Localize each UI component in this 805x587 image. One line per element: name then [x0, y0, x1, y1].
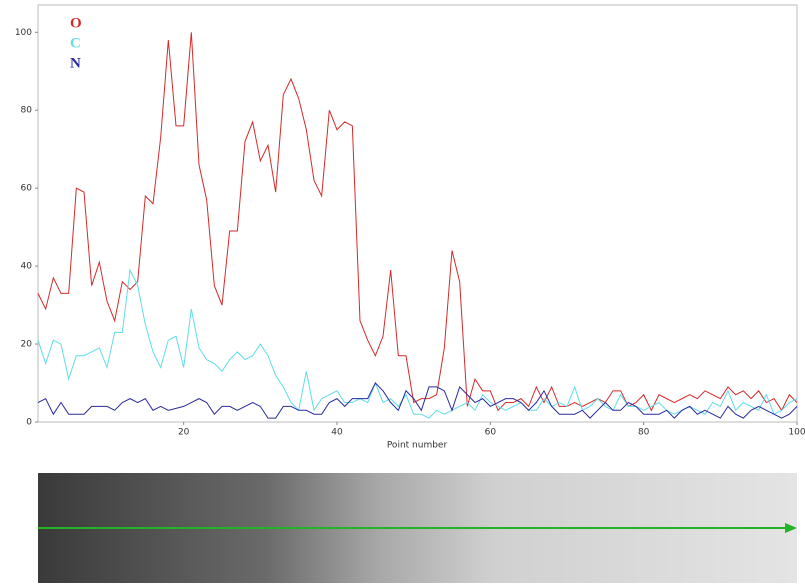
x-tick-label: 80	[638, 428, 650, 438]
y-tick-label: 40	[21, 262, 33, 272]
plot-frame	[38, 5, 797, 422]
x-tick-label: 20	[178, 428, 190, 438]
series-line	[38, 32, 797, 410]
y-tick-label: 60	[21, 184, 33, 194]
x-tick-label: 40	[331, 428, 343, 438]
legend-entry: O	[70, 15, 82, 31]
y-tick-label: 100	[15, 28, 32, 38]
x-tick-label: 60	[485, 428, 497, 438]
x-tick-label: 100	[788, 428, 805, 438]
y-tick-label: 80	[21, 106, 33, 116]
page: Point number 02040608010020406080100OCN …	[0, 0, 805, 587]
series-line	[38, 270, 797, 418]
chart: Point number 0 20 40 60 80 100 20 40 60 80 100 OCN	[0, 0, 805, 587]
legend-entry: C	[70, 35, 81, 51]
legend-entry: N	[70, 55, 81, 71]
y-tick-label: 20	[21, 340, 33, 350]
y-tick-label: 0	[26, 418, 32, 428]
x-axis-label: Point number	[387, 441, 448, 451]
